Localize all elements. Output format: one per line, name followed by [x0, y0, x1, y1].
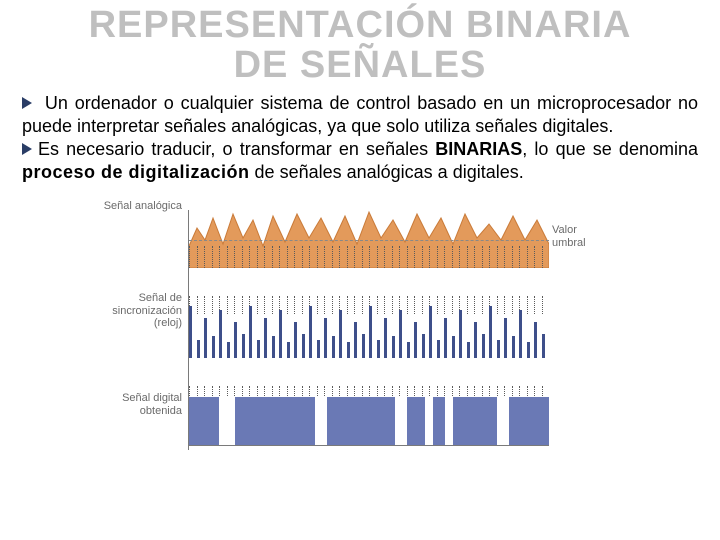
analog-row	[189, 210, 549, 268]
label-clock: Señal de sincronización (reloj)	[100, 292, 182, 330]
label-analog: Señal analógica	[100, 200, 182, 213]
paragraph-2c: , lo que se denomina	[522, 139, 698, 159]
digital-vdashes	[189, 386, 549, 396]
body-text: Un ordenador o cualquier sistema de cont…	[0, 90, 720, 190]
label-digital: Señal digital obtenida	[100, 392, 182, 417]
bullet-icon	[22, 143, 32, 155]
bullet-icon	[22, 97, 32, 109]
threshold-line	[189, 240, 549, 241]
digital-row	[189, 386, 549, 446]
analog-vdashes	[189, 246, 549, 268]
clock-row	[189, 296, 549, 358]
paragraph-2e: de señales analógicas a digitales.	[250, 162, 524, 182]
title-line-1: REPRESENTACIÓN BINARIA	[89, 4, 632, 46]
plot-area	[188, 210, 548, 450]
title-line-2: DE SEÑALES	[234, 44, 487, 86]
paragraph-2-binarias: BINARIAS	[435, 139, 522, 159]
paragraph-2a: Es necesario traducir, o transformar en …	[38, 139, 435, 159]
signal-diagram: Señal analógica Señal de sincronización …	[100, 196, 620, 466]
paragraph-1: Un ordenador o cualquier sistema de cont…	[22, 93, 698, 136]
label-threshold: Valor umbral	[552, 224, 612, 249]
paragraph-2-proceso: proceso de digitalización	[22, 162, 250, 182]
